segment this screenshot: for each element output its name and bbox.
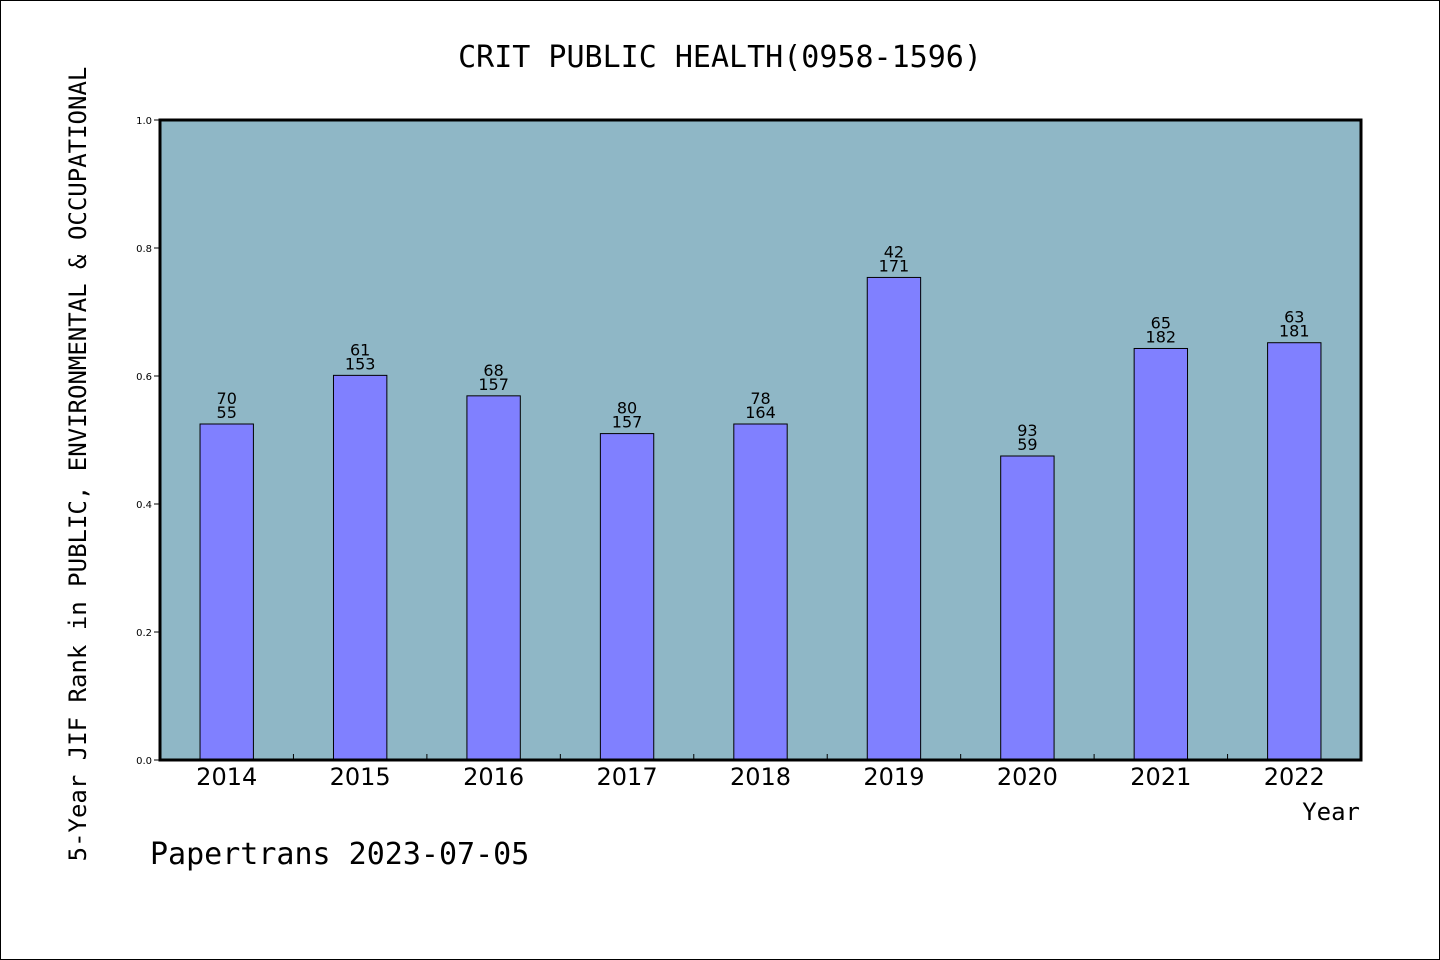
x-tick-label: 2022 <box>1264 763 1325 791</box>
y-tick-label: 1.0 <box>136 116 152 127</box>
chart-title: CRIT PUBLIC HEALTH(0958-1596) <box>458 40 982 75</box>
bar-total-label: 181 <box>1279 322 1310 341</box>
bar-total-label: 171 <box>879 256 910 275</box>
bar-total-label: 59 <box>1017 435 1037 454</box>
bar-rank-label: 61 <box>350 340 370 359</box>
bar-total-label: 55 <box>217 403 237 422</box>
watermark-text: Papertrans 2023-07-05 <box>150 837 529 872</box>
x-tick-label: 2016 <box>463 763 524 791</box>
bar-rank-label: 65 <box>1151 313 1171 332</box>
y-axis-label: 5-Year JIF Rank in PUBLIC, ENVIRONMENTAL… <box>64 67 92 862</box>
bar-total-label: 153 <box>345 354 376 373</box>
plot-border <box>158 118 1363 762</box>
y-axis-ticks: 0.0 0.2 0.4 0.6 0.8 1.0 <box>136 116 160 767</box>
bar-total-label: 182 <box>1146 327 1177 346</box>
bar-2017 <box>599 433 655 761</box>
bar-rank-label: 80 <box>617 399 637 418</box>
bar-series <box>199 276 1322 761</box>
x-axis-label: Year <box>1302 798 1360 826</box>
x-tick-label: 2018 <box>730 763 791 791</box>
x-tick-label: 2020 <box>997 763 1058 791</box>
bar-rank-label: 68 <box>483 361 503 380</box>
bar-2019 <box>866 276 922 761</box>
bar-total-label: 164 <box>745 403 776 422</box>
bar-total-label: 157 <box>612 413 643 432</box>
bar-2018 <box>733 423 788 761</box>
y-tick-label: 0.0 <box>136 756 152 767</box>
bar-2020 <box>1000 455 1055 761</box>
bar-2014 <box>199 423 254 761</box>
y-tick-label: 0.8 <box>136 244 152 255</box>
bar-rank-label: 63 <box>1284 308 1304 327</box>
bar-2021 <box>1133 347 1189 761</box>
x-tick-label: 2021 <box>1130 763 1191 791</box>
bar-rank-label: 42 <box>884 242 904 261</box>
bar-2022 <box>1267 342 1322 761</box>
bar-2016 <box>466 395 521 761</box>
bar-rank-label: 70 <box>217 389 237 408</box>
bar-rank-label: 78 <box>750 389 770 408</box>
x-tick-label: 2015 <box>330 763 391 791</box>
x-tick-label: 2014 <box>196 763 257 791</box>
bar-rank-label: 93 <box>1017 421 1037 440</box>
y-tick-label: 0.6 <box>136 372 152 383</box>
x-axis-tick-labels: 2014 2015 2016 2017 2018 2019 2020 2021 2022 <box>196 763 1325 791</box>
bar-2015 <box>332 374 388 761</box>
y-tick-label: 0.4 <box>136 500 152 511</box>
y-tick-label: 0.2 <box>136 628 152 639</box>
x-tick-label: 2019 <box>863 763 924 791</box>
x-tick-label: 2017 <box>597 763 658 791</box>
bar-total-label: 157 <box>478 375 509 394</box>
